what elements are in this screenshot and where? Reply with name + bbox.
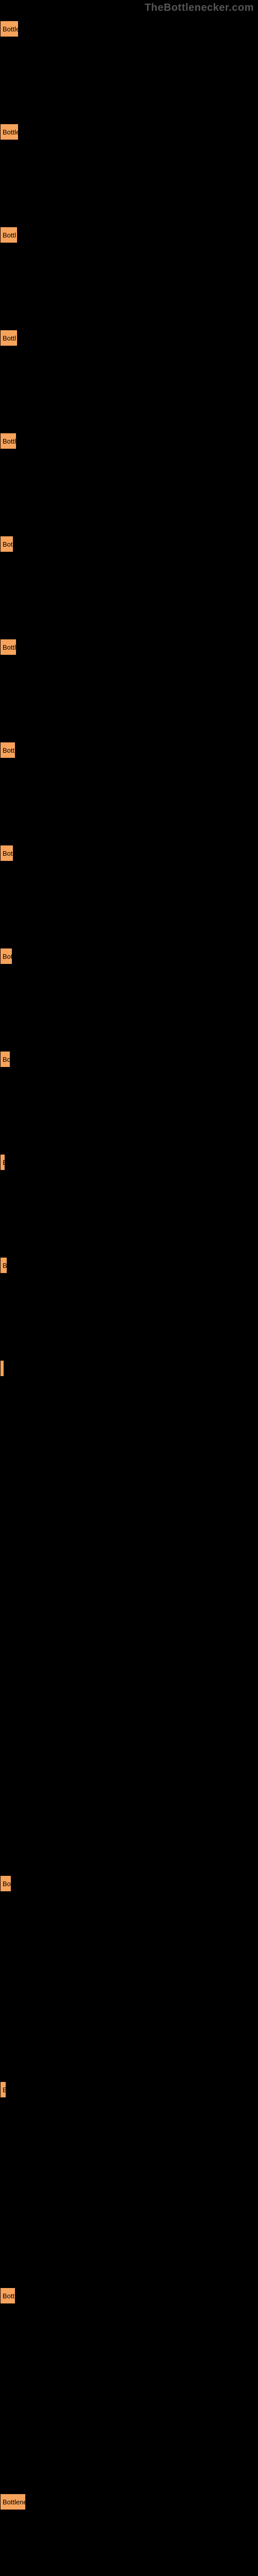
bar: Bottl [0, 330, 18, 346]
bar: Bottle [0, 21, 19, 37]
bar-row: Bottl [0, 325, 258, 351]
bar-row: Bottl [0, 428, 258, 454]
bar-row [0, 1561, 258, 1588]
bar-row: B [0, 2076, 258, 2103]
bar-row: Bot [0, 531, 258, 557]
bar-row: Bottl [0, 222, 258, 248]
bar: B [0, 1154, 5, 1171]
bar: B [0, 2081, 6, 2098]
bar: Bottl [0, 433, 17, 449]
bar: Bot [0, 536, 13, 552]
bar-row [0, 1458, 258, 1485]
bar: Bott [0, 742, 15, 758]
bar-row: Bottle [0, 15, 258, 42]
bar-row [0, 1767, 258, 1794]
bar-row: B [0, 1149, 258, 1176]
bar: B [0, 1257, 7, 1274]
bar-row: Bottle [0, 118, 258, 145]
bar-row: Bo [0, 1046, 258, 1073]
bar: Bottl [0, 639, 17, 655]
bar-row [0, 1355, 258, 1382]
bar-row: Bot [0, 943, 258, 970]
bar-row: Bott [0, 2282, 258, 2309]
bar-row: B [0, 1252, 258, 1279]
bar: Bot [0, 845, 13, 861]
bar-chart: Bottle Bottle Bottl Bottl Bottl Bot Bottl Bott B… [0, 15, 258, 1870]
bar-row: Bott [0, 737, 258, 764]
bar: Bo [0, 1051, 10, 1067]
bar-row: Bottlene [0, 2488, 258, 2515]
bar [0, 1360, 4, 1377]
bar-row: Bo [0, 1870, 258, 1897]
bar: Bot [0, 948, 12, 964]
bar-row [0, 2385, 258, 2412]
bar: Bottlene [0, 2494, 26, 2510]
bar-row [0, 2179, 258, 2206]
bar: Bott [0, 2287, 15, 2304]
bar: Bo [0, 1875, 11, 1892]
bar-row [0, 1664, 258, 1691]
bar-row [0, 1973, 258, 2000]
bar-row: Bottl [0, 634, 258, 660]
watermark-text: TheBottlenecker.com [144, 2, 254, 14]
bar-row: Bot [0, 840, 258, 867]
bar: Bottl [0, 227, 18, 243]
bar: Bottle [0, 124, 19, 140]
